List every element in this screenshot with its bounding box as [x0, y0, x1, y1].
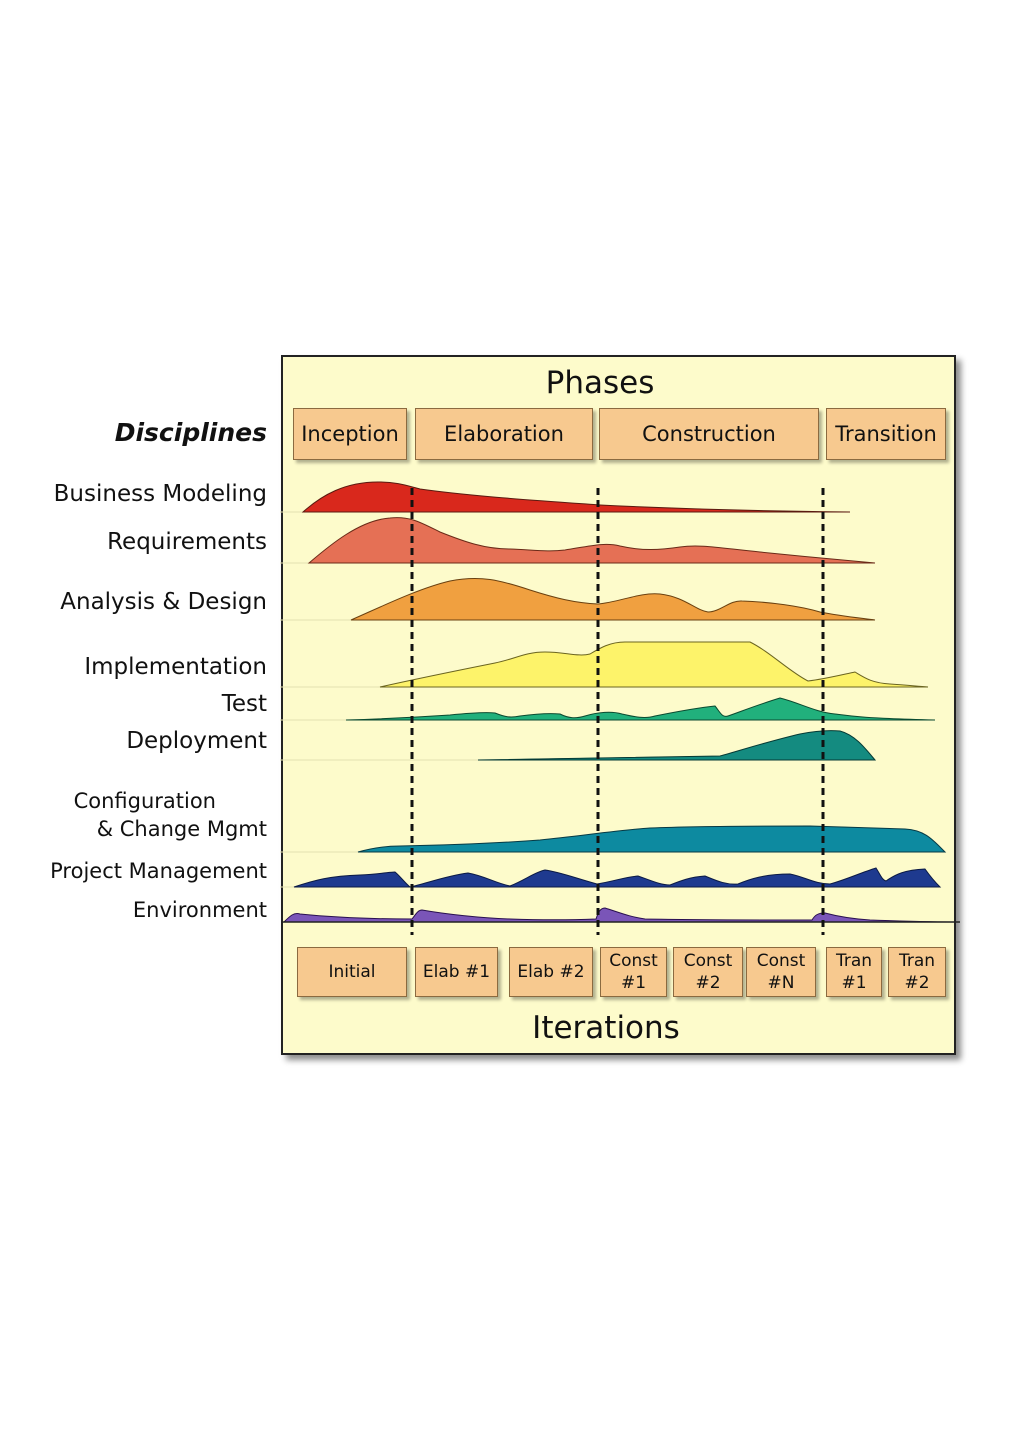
label-configuration-line2: & Change Mgmt: [96, 817, 267, 841]
label-project-management: Project Management: [50, 859, 267, 883]
iteration-tran-1: Tran #1: [826, 947, 882, 997]
iteration-tran-2: Tran #2: [888, 947, 946, 997]
label-environment: Environment: [132, 898, 267, 922]
business-modeling-hump: [301, 481, 851, 513]
iteration-elab-1: Elab #1: [415, 947, 498, 997]
iteration-initial: Initial: [297, 947, 407, 997]
iteration-const-1: Const #1: [600, 947, 667, 997]
phase-boundaries: [410, 488, 825, 935]
environment-hump: [282, 907, 959, 923]
iteration-elab-2: Elab #2: [509, 947, 593, 997]
implementation-hump: [379, 641, 929, 688]
configuration-hump: [357, 825, 947, 853]
deployment-hump: [477, 730, 877, 761]
phase-transition: Transition: [826, 408, 946, 460]
phases-title: Phases: [545, 365, 655, 401]
phase-elaboration: Elaboration: [415, 408, 593, 460]
diagram-panel: [281, 355, 956, 1055]
label-test: Test: [221, 691, 267, 717]
label-requirements: Requirements: [107, 529, 267, 555]
phase-construction: Construction: [599, 408, 819, 460]
label-business-modeling: Business Modeling: [53, 481, 267, 507]
label-deployment: Deployment: [126, 728, 267, 754]
disciplines-heading: Disciplines: [114, 418, 267, 447]
iterations-title: Iterations: [532, 1010, 680, 1046]
requirements-hump: [307, 517, 876, 564]
test-hump: [345, 697, 936, 721]
iteration-const-2: Const #2: [673, 947, 743, 997]
label-configuration-line1: Configuration: [73, 789, 216, 813]
analysis-design-hump: [350, 577, 876, 621]
project-management-hump: [293, 867, 942, 888]
label-analysis-design: Analysis & Design: [60, 589, 267, 615]
phase-inception: Inception: [293, 408, 407, 460]
iteration-const-n: Const #N: [746, 947, 816, 997]
label-implementation: Implementation: [84, 654, 267, 680]
